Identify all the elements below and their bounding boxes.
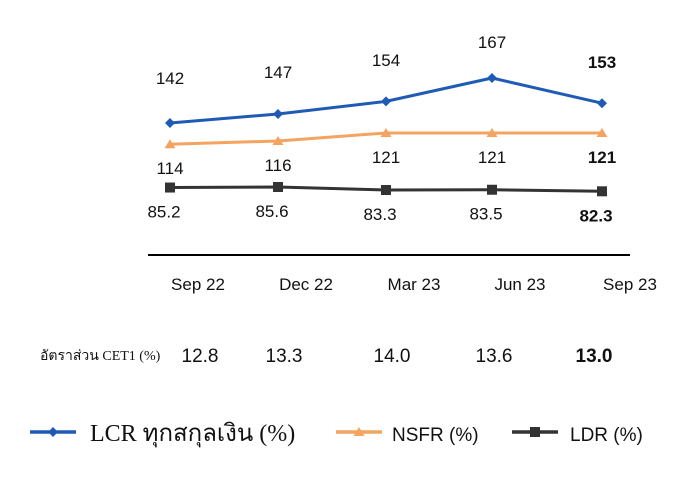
value-label-1-1: 116 [264, 156, 291, 175]
series-1-point-4 [596, 128, 608, 137]
legend-item-1: NSFR (%) [336, 425, 479, 446]
x-tick-labels: Sep 22 Dec 22 Mar 23 Jun 23 Sep 23 [171, 275, 657, 294]
value-label-1-0: 114 [156, 159, 183, 178]
value-label-0-3: 167 [478, 33, 506, 52]
series-0-point-1 [273, 109, 283, 119]
series-1-point-1 [272, 136, 284, 145]
series-0-point-0 [165, 118, 175, 128]
legend: LCR ทุกสกุลเงิน (%) NSFR (%) LDR (%) [30, 421, 643, 448]
x-tick-label-4: Sep 23 [603, 275, 657, 294]
value-label-2-0: 85.2 [147, 203, 180, 222]
value-label-1-2: 121 [372, 148, 400, 167]
x-tick-label-0: Sep 22 [171, 275, 225, 294]
series-2-point-1 [273, 182, 283, 193]
value-labels: 142 147 154 167 153 114 116 121 121 121 85.2 85.6 83… [147, 33, 616, 225]
legend-item-2: LDR (%) [512, 425, 643, 446]
series-1-point-0 [164, 139, 176, 149]
value-label-1-3: 121 [478, 148, 506, 167]
value-label-0-4: 153 [588, 53, 616, 72]
value-label-2-1: 85.6 [255, 202, 288, 221]
series-2-point-3 [487, 184, 497, 195]
legend-label-0: LCR ทุกสกุลเงิน (%) [90, 421, 295, 448]
value-label-2-4: 82.3 [579, 206, 612, 225]
series-0-point-3 [487, 73, 497, 83]
value-label-1-4: 121 [588, 148, 616, 167]
series-2-point-2 [381, 185, 391, 195]
legend-marker-0 [48, 427, 58, 437]
legend-marker-1 [353, 427, 365, 436]
series-1-point-2 [380, 128, 392, 137]
series-1-point-3 [486, 128, 498, 137]
x-tick-label-1: Dec 22 [279, 275, 333, 294]
legend-label-1: NSFR (%) [392, 425, 479, 446]
x-tick-label-2: Mar 23 [388, 275, 441, 294]
legend-item-0: LCR ทุกสกุลเงิน (%) [30, 421, 295, 448]
x-tick-label-3: Jun 23 [494, 275, 545, 294]
series-layer [164, 73, 608, 197]
series-2-point-0 [165, 182, 175, 193]
cet1-value-2: 14.0 [374, 346, 411, 367]
cet1-value-3: 13.6 [476, 346, 513, 367]
cet1-value-1: 13.3 [266, 346, 303, 367]
series-2-point-4 [597, 186, 607, 197]
value-label-0-2: 154 [372, 51, 400, 70]
cet1-row: อัตราส่วน CET1 (%) 12.8 13.3 14.0 13.6 13.0 [40, 346, 612, 367]
value-label-2-3: 83.5 [469, 205, 502, 224]
cet1-value-0: 12.8 [182, 346, 219, 367]
legend-marker-2 [530, 427, 540, 437]
cet1-row-label: อัตราส่วน CET1 (%) [40, 349, 161, 364]
series-0-point-4 [597, 98, 607, 109]
legend-label-2: LDR (%) [570, 425, 643, 446]
value-label-0-1: 147 [264, 63, 292, 82]
cet1-value-4: 13.0 [576, 346, 613, 367]
value-label-2-2: 83.3 [363, 205, 396, 224]
series-0-point-2 [381, 96, 391, 107]
value-label-0-0: 142 [156, 69, 184, 88]
